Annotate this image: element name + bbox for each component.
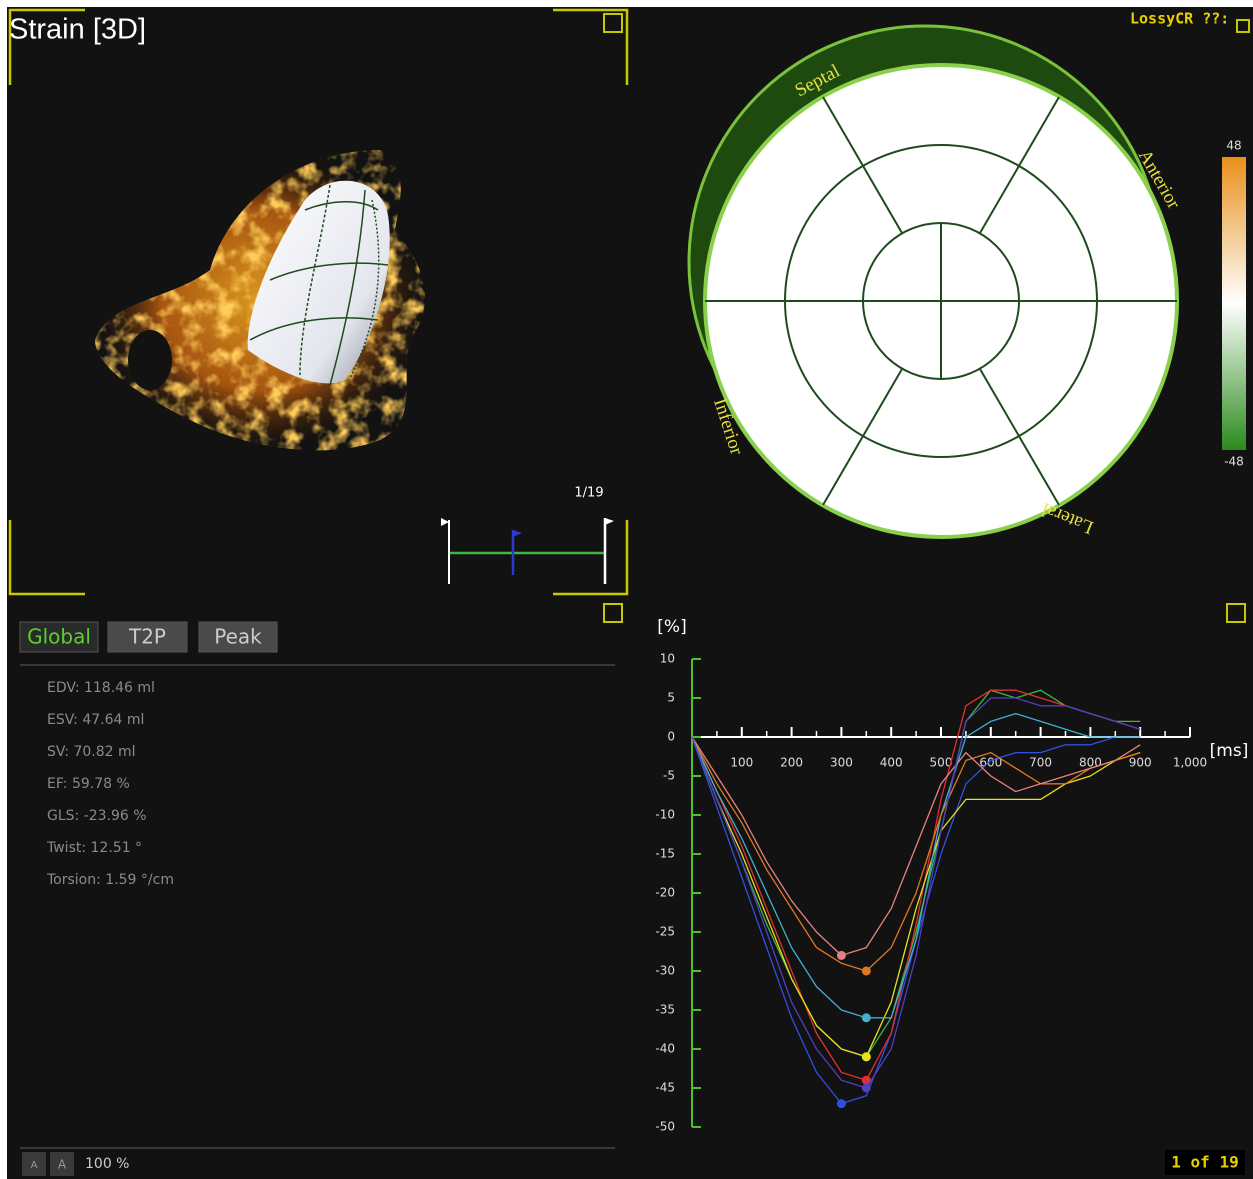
y-tick-label: -5: [663, 769, 675, 783]
maximize-button[interactable]: [603, 603, 623, 623]
bullseye-view: LossyCR ??: Septal Anterior Lateral Infe…: [687, 10, 1250, 539]
y-tick-label: -30: [655, 964, 675, 978]
view-title: Strain [3D]: [9, 14, 146, 46]
stat: GLS: -23.96 %: [47, 808, 147, 824]
frame-indicator: 1/19: [574, 486, 603, 501]
zoom-level: 100 %: [85, 1156, 129, 1172]
x-tick-label: 100: [730, 756, 753, 770]
y-axis-label: [%]: [657, 617, 686, 637]
viewport-3d: Strain [3D] 1/19: [8, 8, 629, 596]
strain-chart: [%] [ms] 10 5 0 -5 -10 -15 -20 -25 -30 -35 -40 -45 -50…: [655, 617, 1248, 1134]
x-tick-label: 400: [880, 756, 903, 770]
colorbar: [1222, 157, 1246, 450]
x-tick-label: 200: [780, 756, 803, 770]
y-tick-label: -10: [655, 808, 675, 822]
peak-marker: [861, 1075, 871, 1085]
y-tick-label: -40: [655, 1042, 675, 1056]
corner: [553, 8, 629, 85]
tab-label[interactable]: T2P: [128, 625, 166, 649]
tab[interactable]: [198, 621, 278, 653]
maximize-button[interactable]: [1236, 19, 1250, 33]
maximize-button[interactable]: [1226, 603, 1246, 623]
tab[interactable]: [19, 621, 99, 653]
strain-curve: [691, 736, 1141, 957]
peak-marker: [836, 950, 846, 960]
x-tick-label: 500: [930, 756, 953, 770]
strain-curve: [691, 697, 1141, 1089]
lv-model: [247, 180, 390, 386]
peak-marker: [836, 1099, 846, 1109]
corner: [553, 520, 629, 596]
y-tick-label: -50: [655, 1120, 675, 1134]
stat: EDV: 118.46 ml: [47, 680, 155, 696]
y-tick-label: 0: [667, 730, 675, 744]
x-tick-label: 900: [1129, 756, 1152, 770]
peak-marker: [861, 1013, 871, 1023]
stat: ESV: 47.64 ml: [47, 712, 144, 728]
maximize-button[interactable]: [603, 13, 623, 33]
stat: SV: 70.82 ml: [47, 744, 136, 760]
x-tick-label: 300: [830, 756, 853, 770]
compression-label: LossyCR ??:: [1130, 10, 1229, 28]
frame-counter-box: [1165, 1150, 1245, 1175]
peak-marker: [861, 1083, 871, 1093]
font-button-label[interactable]: A: [31, 1160, 38, 1171]
y-tick-label: -25: [655, 925, 675, 939]
stat: Torsion: 1.59 °/cm: [46, 872, 174, 888]
y-tick-label: -45: [655, 1081, 675, 1095]
font-button[interactable]: [50, 1152, 74, 1176]
y-tick-label: -20: [655, 886, 675, 900]
tab[interactable]: [107, 621, 188, 653]
tab-label[interactable]: Peak: [214, 625, 262, 649]
stats-panel: Global T2P Peak EDV: 118.46 ml ESV: 47.64 m…: [19, 603, 623, 1176]
y-tick-label: 10: [660, 652, 675, 666]
corner: [8, 520, 85, 596]
peak-marker: [861, 966, 871, 976]
strain-curve: [691, 712, 1141, 1019]
font-button-label[interactable]: A: [58, 1158, 67, 1172]
font-button[interactable]: [22, 1152, 46, 1176]
bullseye: [703, 63, 1179, 539]
x-tick-label: 800: [1079, 756, 1102, 770]
x-tick-label: 1,000: [1173, 756, 1207, 770]
timeline[interactable]: [441, 518, 614, 584]
strain-curve: [691, 736, 1141, 972]
peak-marker: [861, 1052, 871, 1062]
x-axis-label: [ms]: [1210, 741, 1249, 761]
y-tick-label: 5: [667, 691, 675, 705]
frame-counter: 1 of 19: [1171, 1153, 1238, 1172]
colorbar-max: 48: [1226, 139, 1241, 153]
stat: EF: 59.78 %: [47, 776, 130, 792]
y-tick-label: -15: [655, 847, 675, 861]
x-tick-label: 700: [1029, 756, 1052, 770]
stat: Twist: 12.51 °: [46, 840, 142, 856]
tab-label[interactable]: Global: [27, 625, 91, 649]
corner: [8, 8, 85, 85]
y-tick-label: -35: [655, 1003, 675, 1017]
colorbar-min: -48: [1224, 455, 1244, 469]
